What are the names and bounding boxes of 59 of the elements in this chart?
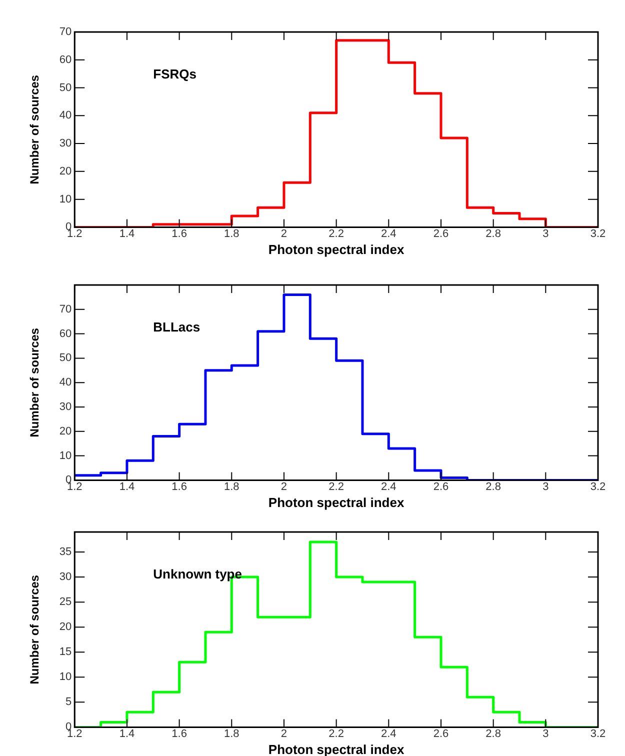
x-tick-label: 1.8 [224, 228, 240, 240]
x-tick-label: 1.6 [172, 728, 187, 740]
x-tick-label: 3 [542, 728, 549, 740]
x-tick-label: 2.8 [486, 480, 501, 493]
x-tick-label: 2.6 [433, 480, 449, 493]
x-tick-label: 1.4 [119, 480, 135, 493]
x-tick-label: 1.8 [224, 480, 240, 493]
y-tick-label: 60 [59, 54, 72, 66]
y-tick-label: 40 [59, 110, 72, 122]
y-axis-title: Number of sources [28, 74, 42, 184]
text: BLLacs [153, 320, 200, 335]
x-tick-label: 2.2 [328, 728, 344, 740]
y-tick-label: 10 [59, 450, 72, 462]
x-tick-label: 1.6 [172, 228, 187, 240]
x-tick-label: 2 [280, 228, 288, 240]
y-tick-label: 20 [59, 165, 72, 178]
y-tick-label: 10 [59, 193, 72, 206]
x-tick-label: 3.2 [590, 480, 606, 493]
x-tick-label: 2.2 [328, 480, 344, 493]
y-tick-label: 70 [59, 26, 72, 38]
x-tick-label: 2 [280, 480, 288, 493]
y-tick-label: 30 [59, 138, 72, 150]
y-axis-title: Number of sources [28, 328, 42, 438]
x-tick-label: 2 [280, 728, 288, 740]
x-tick-label: 2.4 [381, 728, 396, 740]
x-tick-label: 2.6 [433, 228, 449, 240]
x-tick-label: 1.6 [172, 480, 187, 493]
y-tick-label: 20 [59, 621, 72, 634]
y-tick-label: 50 [59, 352, 72, 364]
y-tick-label: 30 [59, 571, 72, 584]
y-tick-label: 15 [59, 646, 72, 658]
x-tick-label: 1.8 [224, 728, 240, 740]
y-tick-label: 70 [59, 303, 72, 316]
text: FSRQs [153, 66, 196, 82]
x-axis-title: Photon spectral index [268, 494, 405, 510]
series-label: Unknown type [153, 566, 242, 582]
x-tick-label: 3.2 [590, 728, 606, 740]
x-tick-label: 1.4 [119, 228, 135, 240]
y-tick-label: 25 [59, 596, 72, 608]
y-tick-label: 60 [59, 328, 72, 340]
x-tick-label: 2.6 [433, 728, 449, 740]
x-tick-label: 2.4 [381, 480, 396, 493]
x-tick-label: 2.8 [486, 728, 501, 740]
y-tick-label: 35 [59, 546, 72, 558]
y-axis-title: Number of sources [28, 574, 42, 684]
y-tick-label: 10 [59, 671, 72, 684]
x-tick-label: 3 [542, 228, 549, 240]
x-tick-label: 1.4 [119, 728, 135, 740]
x-tick-label: 3 [542, 480, 549, 493]
x-tick-label: 2.4 [381, 228, 396, 240]
x-axis-title: Photon spectral index [268, 242, 405, 257]
y-tick-label: 5 [66, 696, 72, 708]
x-tick-label: 2.8 [486, 228, 501, 240]
x-tick-label: 2.2 [328, 228, 344, 240]
y-tick-label: 50 [59, 82, 72, 94]
y-tick-label: 20 [59, 425, 72, 438]
x-tick-label: 3.2 [590, 228, 606, 240]
y-tick-label: 40 [59, 376, 72, 389]
y-tick-label: 30 [59, 401, 72, 414]
